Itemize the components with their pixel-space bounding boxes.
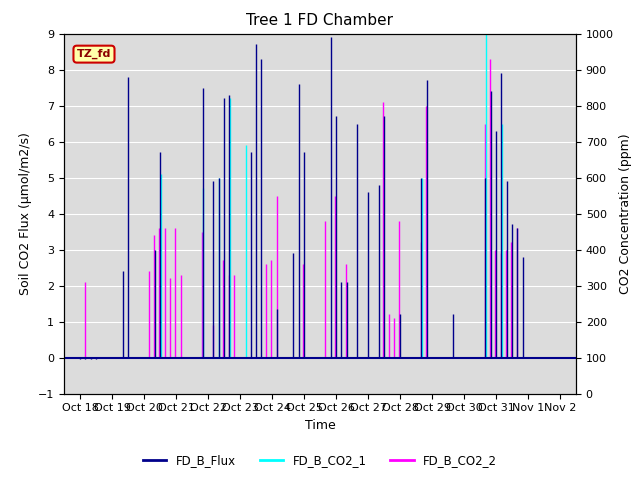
Title: Tree 1 FD Chamber: Tree 1 FD Chamber [246, 13, 394, 28]
Legend: FD_B_Flux, FD_B_CO2_1, FD_B_CO2_2: FD_B_Flux, FD_B_CO2_1, FD_B_CO2_2 [138, 449, 502, 472]
X-axis label: Time: Time [305, 419, 335, 432]
Text: TZ_fd: TZ_fd [77, 49, 111, 59]
Y-axis label: CO2 Concentration (ppm): CO2 Concentration (ppm) [620, 133, 632, 294]
Y-axis label: Soil CO2 Flux (μmol/m2/s): Soil CO2 Flux (μmol/m2/s) [19, 132, 33, 295]
